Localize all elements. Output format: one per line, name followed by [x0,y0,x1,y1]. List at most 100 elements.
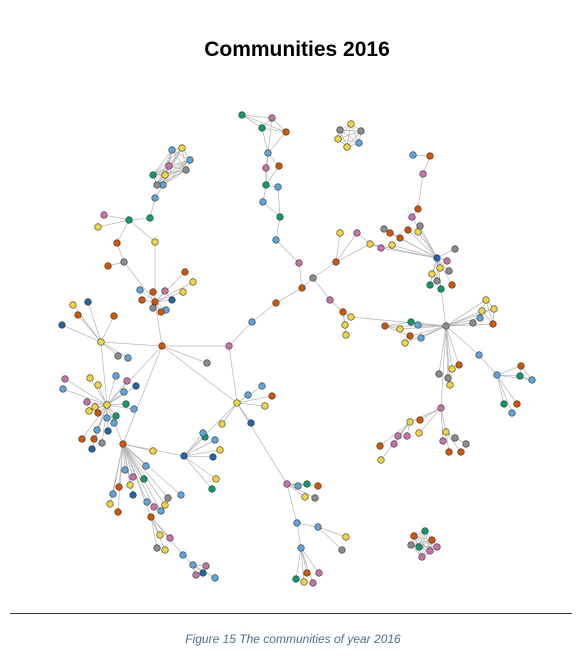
edge-layer [61,114,533,584]
network-node [179,551,187,559]
network-node [508,409,516,417]
network-edge [286,483,298,524]
network-edge [496,365,522,376]
network-edge [106,345,163,406]
network-node [294,482,302,490]
network-edge [445,325,453,370]
network-edge [116,219,130,244]
network-node [113,239,121,247]
network-node [261,402,269,410]
network-node [408,213,416,221]
network-edge [100,341,108,406]
network-edge [419,225,438,259]
network-node [151,194,159,202]
network-edge [335,243,371,263]
network-edge [445,299,487,327]
node-layer [58,111,536,587]
network-node [124,354,132,362]
network-node [311,494,319,502]
network-node [238,111,246,119]
network-node [283,480,291,488]
network-edge [496,374,505,405]
network-node [125,216,133,224]
network-node [342,331,350,339]
network-edge [478,354,498,376]
network-edge [154,291,184,303]
network-edge [228,321,253,347]
network-node [103,414,111,422]
network-node [61,375,69,383]
network-node [437,404,445,412]
network-node [445,267,453,275]
network-node [233,399,241,407]
network-node [122,400,130,408]
network-node [493,371,501,379]
network-node [212,475,220,483]
figure-title: Communities 2016 [204,38,390,61]
network-edge [128,219,156,243]
network-node [410,532,418,540]
network-node [401,339,409,347]
network-edge [496,374,518,405]
network-node [478,307,486,315]
network-edge [251,302,277,323]
network-edge [161,345,238,404]
network-node [123,377,131,385]
network-edge [399,325,447,330]
network-edge [150,516,184,556]
network-node [409,151,417,159]
network-edge [312,261,337,279]
network-node [300,578,308,586]
network-edge [81,404,108,440]
network-node [428,270,436,278]
network-node [104,262,112,270]
network-node [309,579,317,587]
network-edge [106,404,135,410]
network-edge [100,341,129,359]
network-node [437,285,445,293]
network-edge [106,385,137,406]
network-node [268,392,276,400]
network-edge [122,443,182,496]
network-node [59,385,67,393]
network-edge [317,526,347,538]
network-edge [420,325,447,339]
network-node [199,569,207,577]
network-node [332,258,340,266]
network-node [259,198,267,206]
network-node [355,139,363,147]
network-node [140,475,148,483]
network-edge [445,431,462,453]
network-node [244,391,252,399]
network-node [448,365,456,373]
network-node [342,533,350,541]
network-edge [241,114,263,129]
network-edge [64,378,108,406]
network-node [112,412,120,420]
network-edge [496,374,533,381]
network-node [275,162,283,170]
network-node [439,437,447,445]
network-node [94,409,102,417]
network-node [326,296,334,304]
network-edge [171,149,187,171]
network-edge [445,317,481,327]
network-node [93,426,101,434]
network-edge [152,169,187,176]
network-node [448,281,456,289]
network-node [433,277,441,285]
network-edge [418,407,442,434]
network-graph [58,111,536,587]
network-edge [106,375,117,406]
network-node [293,519,301,527]
network-node [457,448,465,456]
network-edge [335,232,358,263]
network-node [415,429,423,437]
network-node [426,547,434,555]
network-edge [485,299,494,325]
network-node [442,322,450,330]
network-node [435,370,443,378]
network-node [469,319,477,327]
network-node [276,213,284,221]
network-node [88,445,96,453]
